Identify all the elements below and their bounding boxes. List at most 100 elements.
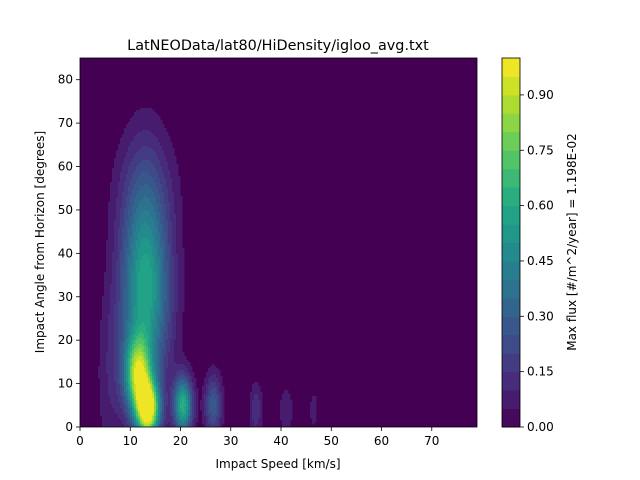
contour-cell <box>150 120 153 123</box>
contour-cell <box>204 378 207 381</box>
contour-cell <box>148 368 151 371</box>
contour-cell <box>114 250 117 253</box>
contour-cell <box>160 324 163 327</box>
contour-cell <box>176 168 179 171</box>
contour-cell <box>148 266 151 269</box>
contour-cell <box>120 378 123 381</box>
contour-cell <box>116 266 119 269</box>
contour-cell <box>132 182 135 185</box>
contour-cell <box>110 204 113 207</box>
contour-cell <box>106 340 109 343</box>
contour-cell <box>122 230 125 233</box>
contour-cell <box>132 312 135 315</box>
contour-cell <box>178 234 181 237</box>
contour-cell <box>134 112 137 115</box>
contour-cell <box>166 140 169 143</box>
contour-cell <box>166 252 169 255</box>
contour-cell <box>174 204 177 207</box>
contour-cell <box>126 376 129 379</box>
contour-cell <box>154 190 157 193</box>
contour-cell <box>146 296 149 299</box>
contour-cell <box>172 164 175 167</box>
contour-cell <box>146 250 149 253</box>
contour-cell <box>164 232 167 235</box>
contour-cell <box>162 326 165 329</box>
contour-cell <box>172 356 175 359</box>
contour-cell <box>154 222 157 225</box>
contour-cell <box>106 362 109 365</box>
contour-cell <box>114 362 117 365</box>
contour-cell <box>174 158 177 161</box>
contour-cell <box>146 268 149 271</box>
contour-cell <box>150 226 153 229</box>
contour-cell <box>190 370 193 373</box>
contour-cell <box>154 272 157 275</box>
contour-cell <box>154 266 157 269</box>
contour-cell <box>144 378 147 381</box>
contour-cell <box>166 206 169 209</box>
contour-cell <box>180 240 183 243</box>
contour-cell <box>130 136 133 139</box>
contour-cell <box>180 340 183 343</box>
contour-cell <box>160 374 163 377</box>
contour-cell <box>180 262 183 265</box>
contour-cell <box>132 276 135 279</box>
contour-cell <box>158 160 161 163</box>
contour-cell <box>148 148 151 151</box>
contour-cell <box>144 344 147 347</box>
contour-cell <box>170 162 173 165</box>
contour-cell <box>166 234 169 237</box>
contour-cell <box>138 110 141 113</box>
contour-cell <box>132 218 135 221</box>
contour-cell <box>140 196 143 199</box>
contour-cell <box>158 118 161 121</box>
contour-cell <box>184 374 187 377</box>
contour-cell <box>110 316 113 319</box>
contour-cell <box>146 182 149 185</box>
contour-cell <box>112 264 115 267</box>
contour-cell <box>116 212 119 215</box>
contour-cell <box>146 366 149 369</box>
contour-cell <box>166 368 169 371</box>
contour-cell <box>136 358 139 361</box>
contour-cell <box>112 298 115 301</box>
contour-cell <box>110 346 113 349</box>
contour-cell <box>172 244 175 247</box>
contour-cell <box>142 346 145 349</box>
contour-cell <box>166 342 169 345</box>
contour-cell <box>158 330 161 333</box>
contour-cell <box>126 146 129 149</box>
contour-cell <box>110 202 113 205</box>
contour-cell <box>138 370 141 373</box>
contour-cell <box>162 288 165 291</box>
contour-cell <box>124 206 127 209</box>
contour-cell <box>118 184 121 187</box>
contour-cell <box>142 330 145 333</box>
contour-cell <box>152 110 155 113</box>
contour-cell <box>126 306 129 309</box>
contour-cell <box>144 348 147 351</box>
contour-cell <box>142 334 145 337</box>
contour-cell <box>126 382 129 385</box>
contour-cell <box>160 318 163 321</box>
contour-cell <box>160 196 163 199</box>
contour-cell <box>150 178 153 181</box>
contour-cell <box>138 316 141 319</box>
contour-cell <box>128 360 131 363</box>
contour-cell <box>122 186 125 189</box>
contour-cell <box>124 226 127 229</box>
contour-cell <box>154 212 157 215</box>
contour-cell <box>136 172 139 175</box>
contour-cell <box>146 326 149 329</box>
contour-cell <box>176 270 179 273</box>
contour-cell <box>128 322 131 325</box>
contour-cell <box>110 218 113 221</box>
contour-cell <box>166 290 169 293</box>
contour-cell <box>156 204 159 207</box>
contour-cell <box>136 180 139 183</box>
contour-cell <box>166 226 169 229</box>
contour-cell <box>168 296 171 299</box>
contour-cell <box>134 224 137 227</box>
contour-cell <box>114 336 117 339</box>
contour-cell <box>218 374 221 377</box>
